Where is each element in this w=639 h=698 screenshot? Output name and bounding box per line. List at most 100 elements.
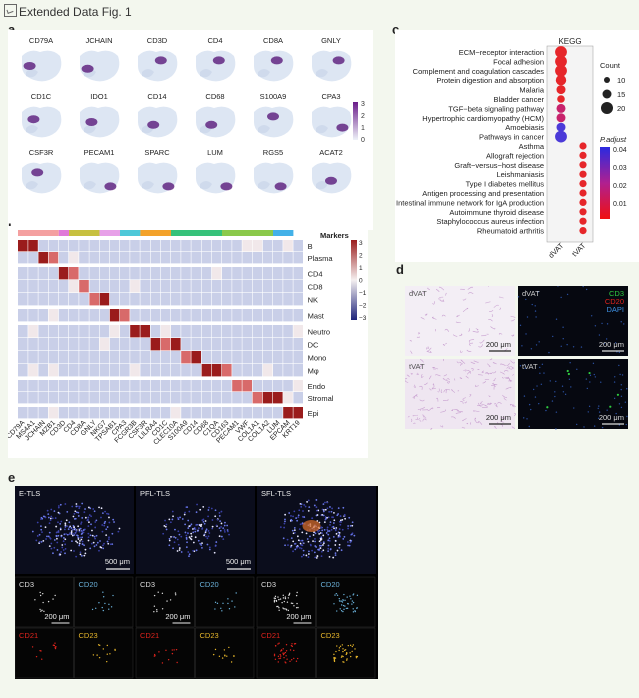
channel-signal [235, 592, 237, 594]
channel-signal [174, 594, 177, 596]
kegg-dot-dvat [556, 113, 566, 123]
heatmap-cell [262, 293, 273, 306]
channel-signal [345, 607, 348, 610]
tls-cell [300, 555, 303, 558]
channel-signal [338, 649, 340, 652]
tls-cell [283, 526, 286, 529]
heatmap-cell [252, 351, 263, 364]
kegg-x-label: tVAT [570, 241, 588, 259]
heatmap-cell [140, 407, 150, 419]
tls-cell [326, 501, 329, 504]
channel-signal [284, 608, 286, 610]
tissue-strand [463, 369, 467, 372]
heatmap-cell [48, 293, 59, 306]
heatmap-cell [89, 252, 99, 264]
tls-cell [103, 522, 106, 525]
tissue-strand [451, 408, 454, 411]
channel-signal [346, 658, 348, 660]
heatmap-cell [181, 240, 191, 252]
dapi-speck [620, 388, 622, 391]
tissue-strand [443, 389, 448, 393]
heatmap-cell [130, 240, 140, 252]
tls-cell [318, 540, 321, 543]
umap-rgs5: RGS5 [244, 148, 302, 204]
heatmap-cell [109, 407, 120, 419]
channel-signal [234, 606, 236, 608]
heatmap-cell [130, 380, 140, 392]
heatmap-cell [130, 267, 140, 280]
umap-expression [267, 112, 279, 121]
channel-tile-label: CD3 [140, 580, 155, 589]
heatmap-cell [48, 407, 59, 419]
tls-cell [168, 539, 171, 542]
umap-cluster [84, 125, 96, 134]
channel-tile-label: CD3 [19, 580, 34, 589]
tls-cell [342, 538, 345, 540]
tls-cell [178, 533, 181, 536]
heatmap-cell [120, 280, 130, 293]
heatmap-cell [293, 309, 303, 322]
tls-cell [100, 507, 103, 510]
channel-label: DAPI [606, 305, 624, 314]
tissue-strand [442, 378, 449, 382]
tls-cell [197, 539, 200, 542]
dapi-speck [534, 310, 537, 312]
tls-cell [200, 544, 203, 546]
umap-plot [312, 50, 352, 82]
dapi-speck [564, 393, 567, 396]
tls-cell [296, 519, 299, 522]
tls-cell [47, 513, 50, 516]
kegg-term-label: Pathways in cancer [479, 133, 545, 142]
tissue-strand [492, 382, 498, 386]
umap-expression [147, 120, 160, 129]
tissue-strand [419, 399, 425, 402]
tls-cell [201, 542, 203, 544]
tls-cell [219, 529, 222, 532]
heatmap-cell [242, 252, 252, 264]
tissue-strand [475, 419, 479, 424]
dapi-speck [554, 391, 556, 393]
channel-signal [343, 649, 346, 652]
channel-signal [220, 607, 222, 610]
tls-cell [49, 537, 52, 540]
channel-signal [284, 651, 287, 654]
dapi-speck [585, 378, 588, 380]
tls-cell [81, 536, 84, 539]
tls-cell [282, 537, 285, 540]
umap-expression [212, 56, 225, 65]
kegg-dot-dvat [556, 85, 566, 95]
tls-cell [204, 520, 207, 522]
tls-cell [91, 529, 93, 532]
tissue-strand [506, 363, 510, 366]
channel-signal [350, 598, 352, 600]
tissue-strand [456, 361, 459, 364]
tls-cell [347, 525, 350, 527]
channel-signal [340, 656, 343, 658]
tls-cell [81, 540, 84, 543]
tls-cell [294, 548, 297, 551]
heatmap-cell [38, 392, 48, 404]
tls-cell [63, 537, 65, 539]
tls-cell [187, 527, 190, 529]
tls-cell [74, 510, 77, 513]
tls-cell [320, 538, 323, 540]
kegg-dot-tvat [579, 227, 587, 235]
channel-signal [274, 597, 277, 600]
tls-cell [181, 518, 184, 520]
tls-cell [64, 538, 67, 541]
tls-cell [290, 537, 293, 539]
dapi-speck [621, 374, 624, 376]
heatmap-cell [28, 280, 38, 293]
tls-cell [323, 521, 326, 524]
channel-signal [108, 603, 110, 606]
heatmap-cell [150, 325, 161, 338]
tls-cell [324, 516, 327, 518]
tls-cell [204, 531, 207, 534]
heatmap-cell [191, 392, 201, 404]
kegg-dot-tvat [579, 217, 587, 225]
tls-cell [40, 540, 43, 543]
cd3-cell [546, 406, 549, 409]
heatmap-cell [181, 309, 191, 322]
kegg-term-label: Intestinal immune network for IgA produc… [396, 198, 544, 207]
tissue-strand [456, 314, 460, 318]
